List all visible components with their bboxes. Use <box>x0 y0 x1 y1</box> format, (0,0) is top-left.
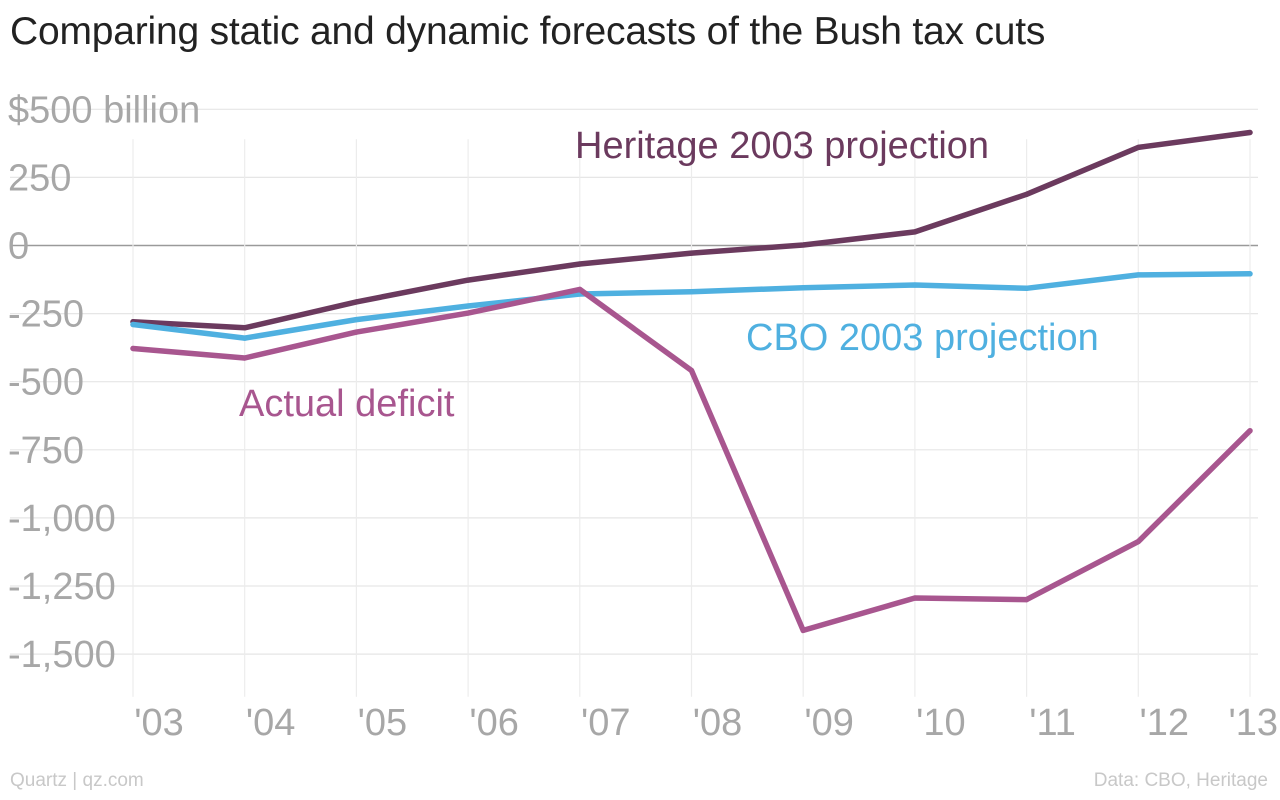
x-tick-label: '04 <box>246 702 296 744</box>
data-point <box>800 242 806 248</box>
data-point <box>465 277 471 283</box>
data-point <box>800 285 806 291</box>
series-label: CBO 2003 projection <box>746 317 1099 359</box>
data-point <box>1135 272 1141 278</box>
x-tick-label: '11 <box>1029 702 1076 744</box>
data-point <box>688 289 695 295</box>
x-tick-label: '07 <box>581 702 631 744</box>
y-tick-label: 250 <box>8 157 71 199</box>
x-tick-label: '10 <box>916 702 966 744</box>
y-tick-label: -250 <box>8 294 84 336</box>
y-tick-label: -750 <box>8 430 84 472</box>
data-point <box>1247 129 1253 136</box>
data-point <box>800 627 806 634</box>
data-point <box>1024 285 1030 291</box>
data-point <box>688 250 695 256</box>
y-tick-label: -1,500 <box>8 634 116 676</box>
data-point <box>242 335 248 341</box>
x-tick-label: '12 <box>1140 702 1190 744</box>
x-tick-label: '09 <box>804 702 854 744</box>
data-point <box>577 286 583 292</box>
y-axis: $500 billion 250 0 -250 -500 -750 -1,000 -1,250… <box>8 89 200 676</box>
data-point <box>353 316 359 323</box>
data-point <box>912 229 918 235</box>
y-tick-label: $500 billion <box>8 89 200 131</box>
data-point <box>130 321 136 328</box>
data-point <box>242 355 248 361</box>
data-point <box>688 367 695 374</box>
data-point <box>1247 271 1253 277</box>
data-point <box>1247 428 1253 434</box>
x-tick-label: '13 <box>1228 702 1278 744</box>
data-point <box>577 261 583 267</box>
data-point <box>465 310 471 316</box>
data-point <box>242 325 248 331</box>
y-tick-label: -1,000 <box>8 498 116 540</box>
data-source: Data: CBO, Heritage <box>1093 770 1268 791</box>
series-layer <box>130 129 1253 634</box>
series-labels: Heritage 2003 projection CBO 2003 project… <box>239 125 1099 425</box>
data-point <box>353 329 359 335</box>
y-tick-label: 0 <box>8 226 29 268</box>
series-label: Heritage 2003 projection <box>575 125 989 167</box>
data-point <box>912 595 918 601</box>
data-point <box>1024 597 1030 603</box>
data-point <box>1135 144 1141 151</box>
data-point <box>1024 191 1030 197</box>
data-point <box>465 303 471 309</box>
source-credit: Quartz | qz.com <box>10 770 144 791</box>
data-point <box>912 282 918 288</box>
data-point <box>1135 538 1141 545</box>
x-tick-label: '03 <box>134 702 184 744</box>
data-point <box>130 345 136 352</box>
series-label: Actual deficit <box>239 383 455 425</box>
data-point <box>353 299 359 305</box>
y-tick-label: -1,250 <box>8 566 116 608</box>
x-tick-label: '08 <box>693 702 743 744</box>
x-tick-label: '05 <box>358 702 408 744</box>
x-axis: '03 '04 '05 '06 '07 '08 '09 '10 '11 '12 '13 <box>134 702 1278 744</box>
y-tick-label: -500 <box>8 362 84 404</box>
x-tick-label: '06 <box>469 702 519 744</box>
grid-layer <box>10 108 1258 697</box>
chart-title: Comparing static and dynamic forecasts o… <box>10 10 1046 53</box>
